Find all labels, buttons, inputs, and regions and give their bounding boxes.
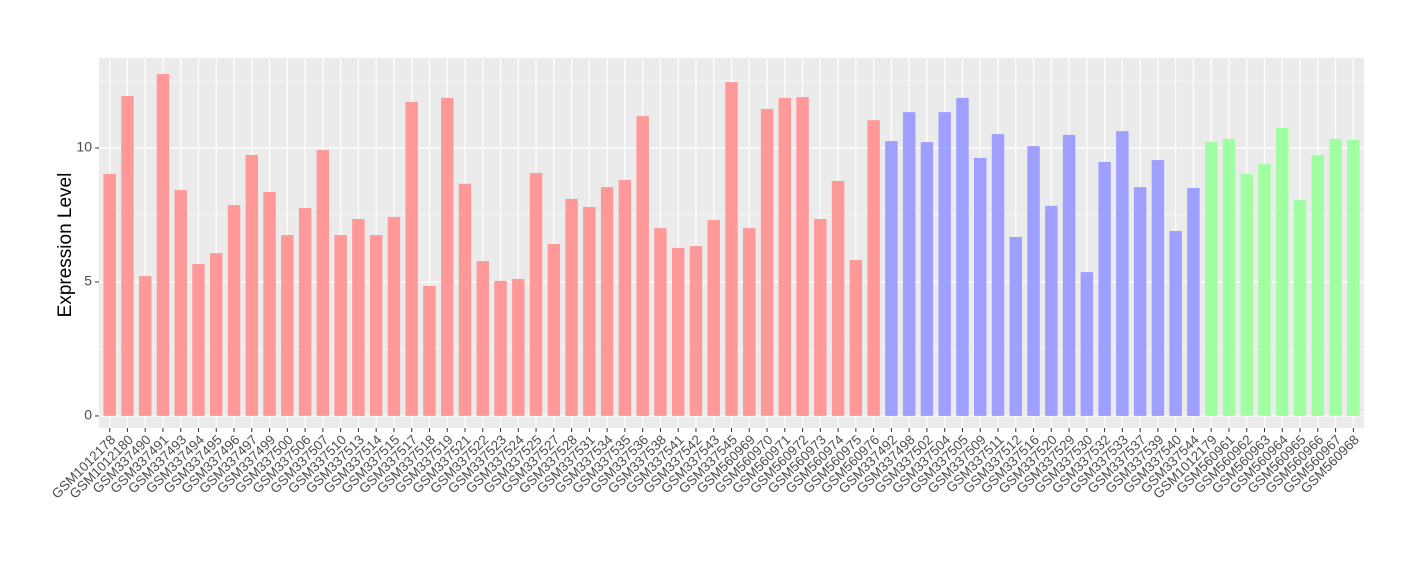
bar — [583, 206, 596, 416]
bar — [121, 96, 134, 416]
bar — [263, 191, 276, 416]
bar — [458, 183, 472, 416]
bar — [867, 120, 880, 416]
bar — [618, 179, 632, 416]
bar — [796, 97, 809, 416]
bar — [156, 74, 170, 416]
bar — [441, 97, 454, 416]
bar — [1045, 205, 1058, 416]
bar — [1080, 272, 1094, 416]
bar — [476, 261, 489, 416]
bar — [689, 246, 703, 416]
bar — [1187, 187, 1200, 416]
bar — [885, 141, 898, 416]
bar — [281, 235, 294, 416]
bar — [227, 205, 241, 416]
bar — [565, 198, 578, 416]
bar — [814, 219, 827, 416]
bar — [974, 157, 987, 416]
bar — [600, 187, 614, 416]
bar — [494, 280, 507, 416]
bar — [174, 190, 187, 416]
bar — [529, 172, 543, 416]
bar — [654, 228, 667, 416]
bar — [138, 276, 152, 416]
bar — [423, 286, 436, 416]
bar — [778, 97, 792, 416]
bar — [831, 180, 845, 416]
bar — [920, 142, 934, 416]
bar — [1311, 154, 1325, 416]
bar — [743, 228, 756, 416]
bar — [1027, 146, 1040, 416]
bar — [210, 253, 223, 416]
bar — [956, 97, 969, 416]
bar — [1009, 236, 1022, 416]
bar — [334, 235, 347, 416]
bar — [1293, 199, 1307, 416]
y-axis-title: Expression Level — [55, 173, 76, 318]
bar — [352, 219, 365, 416]
bar — [1098, 161, 1111, 416]
bar — [1116, 131, 1129, 416]
bar — [547, 243, 561, 416]
bar — [298, 208, 312, 416]
bar — [1329, 138, 1342, 416]
bar — [671, 247, 685, 416]
bar — [103, 174, 116, 416]
y-tick-label: 5 — [84, 273, 92, 289]
bar — [1169, 231, 1182, 416]
bar — [902, 112, 916, 416]
bar — [938, 112, 951, 416]
bar — [849, 260, 863, 416]
bar — [1062, 134, 1076, 416]
bar — [636, 116, 649, 416]
bar — [1133, 187, 1147, 416]
bar — [725, 82, 738, 416]
bar — [707, 220, 720, 416]
bar — [192, 264, 205, 416]
bar — [245, 154, 259, 416]
bar — [405, 101, 418, 416]
bar — [1276, 127, 1289, 416]
bar — [369, 235, 383, 416]
bar — [1151, 160, 1165, 416]
bar — [387, 216, 401, 416]
bar — [991, 134, 1005, 416]
bar — [1222, 138, 1236, 416]
bar — [512, 279, 525, 416]
bar — [1240, 174, 1253, 416]
bar — [1204, 142, 1218, 416]
bar — [316, 149, 330, 416]
bar — [1347, 139, 1360, 416]
y-tick-label: 10 — [76, 139, 92, 155]
y-tick-label: 0 — [84, 407, 92, 423]
bar — [760, 108, 774, 416]
bar — [1258, 164, 1271, 416]
